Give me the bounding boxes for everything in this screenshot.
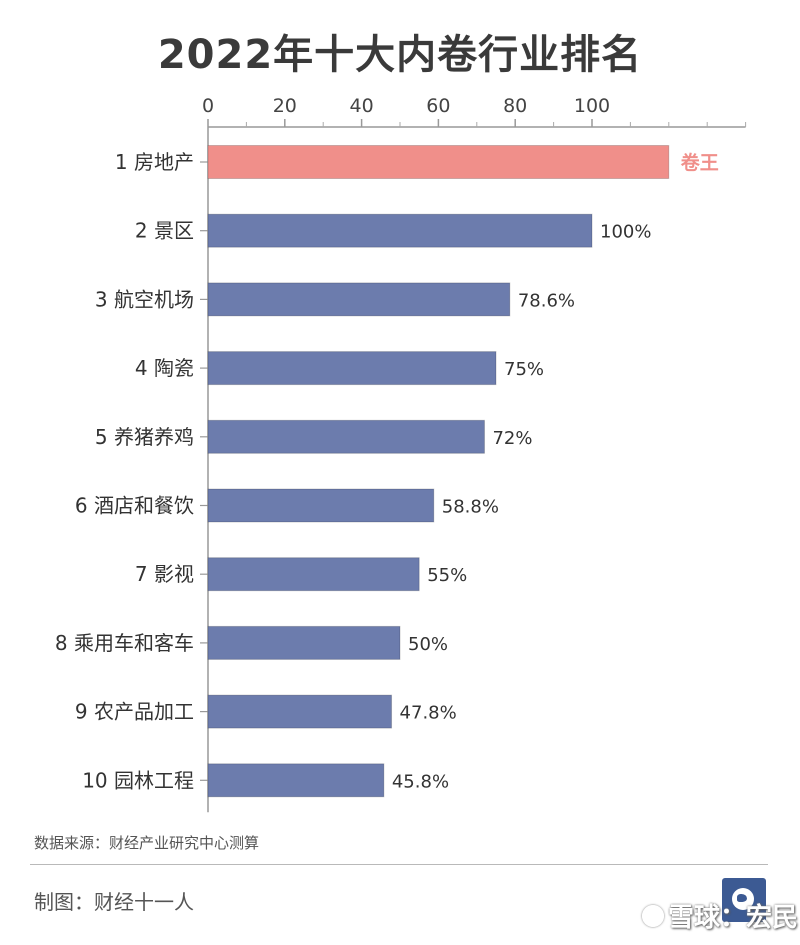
bar-chart: 0 20 40 60 80 100 1 房地产 2 景区 3 航空机场 4 陶瓷 5 养猪养鸡 6 … — [55, 95, 747, 813]
watermark: 雪球：宏民 — [642, 897, 798, 934]
category-label: 4 陶瓷 — [135, 356, 194, 380]
data-label: 72% — [492, 428, 532, 449]
bar — [207, 213, 593, 248]
category-label: 2 景区 — [135, 219, 194, 243]
data-label: 78.6% — [518, 290, 575, 311]
bar — [207, 351, 497, 386]
bar — [207, 488, 435, 523]
data-label: 55% — [427, 565, 467, 586]
data-label: 47.8% — [400, 703, 457, 724]
bar — [207, 763, 385, 798]
x-tick-label: 0 — [202, 95, 214, 117]
xueqiu-icon — [642, 904, 664, 927]
category-label: 8 乘用车和客车 — [55, 631, 194, 655]
chart-credit: 制图：财经十一人 — [34, 890, 194, 914]
chart-title: 2022年十大内卷行业排名 — [157, 32, 643, 78]
data-label: 100% — [600, 222, 651, 243]
bar — [207, 694, 393, 729]
data-label: 卷王 — [680, 151, 719, 174]
data-label: 45.8% — [392, 771, 449, 792]
category-label: 1 房地产 — [115, 150, 194, 174]
data-label: 50% — [408, 634, 448, 655]
category-labels: 1 房地产 2 景区 3 航空机场 4 陶瓷 5 养猪养鸡 6 酒店和餐饮 7 影视 8 乘用… — [55, 150, 194, 792]
category-label: 9 农产品加工 — [75, 700, 194, 724]
bars — [207, 145, 670, 798]
value-labels: 卷王 100% 78.6% 75% 72% 58.8% 55% 50% 47.8% 45.8% — [392, 151, 719, 792]
category-label: 5 养猪养鸡 — [95, 425, 194, 449]
x-tick-label: 100 — [574, 95, 610, 117]
data-source: 数据来源：财经产业研究中心测算 — [34, 834, 260, 852]
footer-divider — [30, 864, 768, 865]
category-label: 7 影视 — [135, 562, 194, 586]
watermark-text: 雪球：宏民 — [668, 903, 799, 933]
x-tick-label: 80 — [503, 95, 527, 117]
globe-logo-icon — [722, 878, 766, 922]
category-label: 3 航空机场 — [95, 287, 194, 311]
x-tick-label: 60 — [426, 95, 450, 117]
bar — [207, 557, 420, 592]
x-tick-label: 20 — [273, 95, 297, 117]
bar — [207, 625, 401, 660]
x-tick-label: 40 — [350, 95, 374, 117]
data-label: 75% — [504, 359, 544, 380]
bar — [207, 145, 670, 179]
data-label: 58.8% — [442, 497, 499, 518]
category-label: 6 酒店和餐饮 — [75, 494, 194, 518]
category-label: 10 园林工程 — [82, 768, 194, 792]
bar — [207, 419, 485, 454]
bar — [207, 282, 511, 317]
